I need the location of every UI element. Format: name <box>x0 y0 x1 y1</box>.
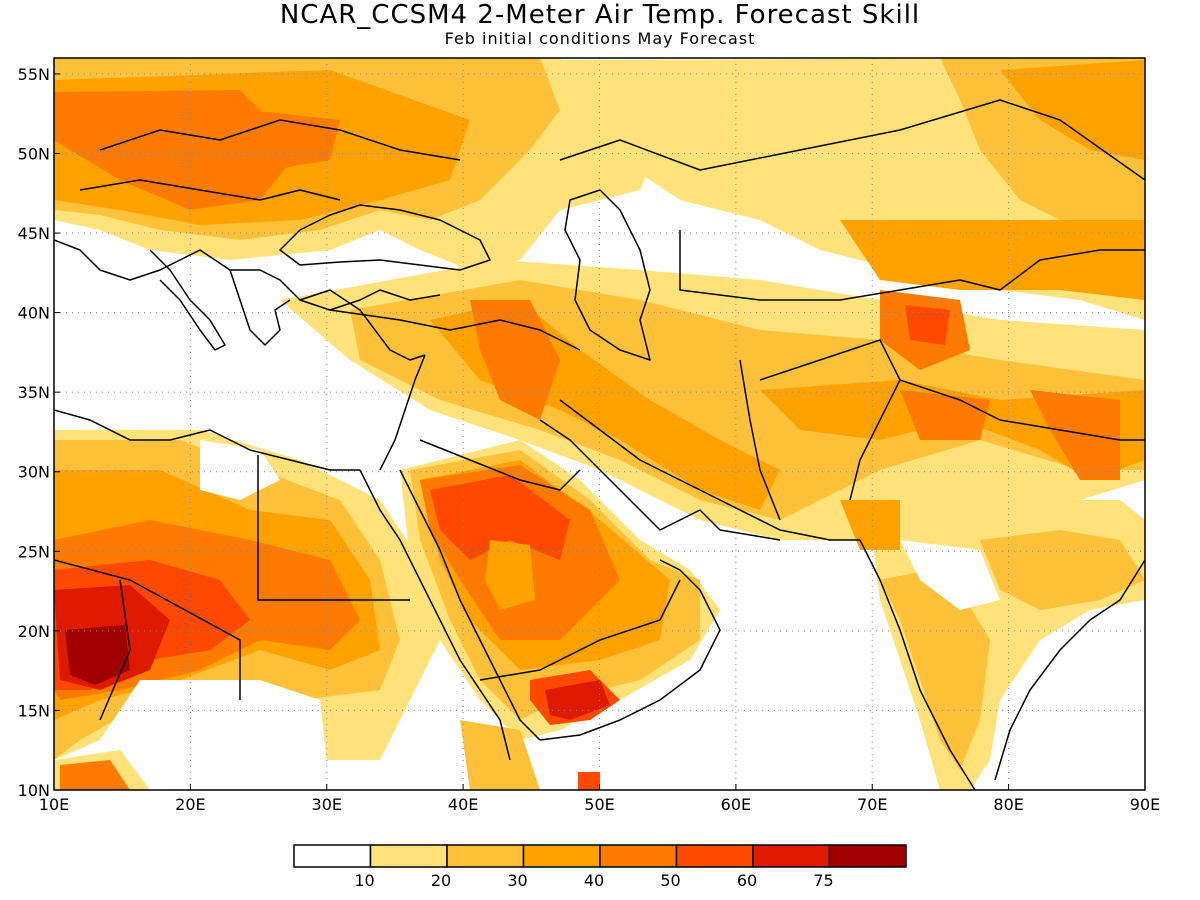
coast-arabia-south <box>539 559 721 741</box>
lon-axis: 10E 20E 30E 40E 50E 60E 70E 80E 90E <box>39 784 1160 814</box>
legend-level-label: 40 <box>584 871 604 890</box>
legend-swatch <box>675 844 754 868</box>
coast-red-sea-east <box>399 469 541 741</box>
skill-region-ethiopia-60 <box>578 772 600 790</box>
skill-region-europe-50 <box>54 90 300 210</box>
border-europe-2 <box>79 179 341 201</box>
border-turkey <box>329 309 581 351</box>
coastlines-borders <box>54 99 1145 790</box>
skill-region-sahara-75b <box>65 625 130 685</box>
legend-swatch <box>369 844 448 868</box>
skill-region-ne-india-50 <box>1030 390 1120 480</box>
coast-persian-gulf <box>539 419 781 541</box>
lat-tick-label: 10N <box>18 781 50 800</box>
skill-region-hkush-50 <box>900 390 990 440</box>
coast-black-sea <box>279 204 491 271</box>
skill-region-india-gap <box>900 540 1000 610</box>
lat-tick-label: 40N <box>18 304 50 323</box>
coast-india-west <box>859 539 976 790</box>
map-gridlines <box>54 58 1145 790</box>
lat-tick-label: 50N <box>18 144 50 163</box>
coast-italy <box>149 249 226 351</box>
legend-level-label: 75 <box>813 871 833 890</box>
lat-tick-label: 30N <box>18 463 50 482</box>
lon-tick-label: 60E <box>721 795 751 814</box>
skill-region-india-30 <box>880 570 990 770</box>
lon-tick-label: 20E <box>175 795 205 814</box>
skill-region-siberia-40 <box>1000 60 1145 160</box>
chart-subtitle: Feb initial conditions May Forecast <box>444 29 756 48</box>
legend-level-label: 30 <box>507 871 527 890</box>
skill-region-arabia-60 <box>430 475 570 560</box>
skill-region-ethiopia <box>460 720 540 790</box>
legend-level-label: 10 <box>354 871 374 890</box>
lat-tick-label: 55N <box>18 65 50 84</box>
skill-region-india-30b <box>980 530 1145 610</box>
lon-tick-label: 40E <box>448 795 478 814</box>
lat-tick-label: 15N <box>18 701 50 720</box>
border-china-india <box>899 379 1145 441</box>
skill-region-arabia-gap <box>485 540 535 610</box>
lat-tick-label: 45N <box>18 224 50 243</box>
border-arabia <box>419 439 581 491</box>
skill-region-centralasia-40 <box>840 220 1145 300</box>
skill-field <box>54 58 1145 790</box>
legend-swatch <box>446 844 525 868</box>
legend-swatch <box>599 844 678 868</box>
border-europe-1 <box>99 119 461 161</box>
coast-europe-south <box>54 239 441 311</box>
lat-tick-label: 35N <box>18 383 50 402</box>
lon-tick-label: 10E <box>39 795 69 814</box>
lon-tick-label: 50E <box>584 795 614 814</box>
lat-tick-label: 20N <box>18 622 50 641</box>
border-africa-2 <box>54 559 241 700</box>
lon-tick-label: 90E <box>1130 795 1160 814</box>
legend-swatch <box>522 844 601 868</box>
coast-greece <box>229 269 291 346</box>
lat-axis: 10N 15N 20N 25N 30N 35N 40N 45N 50N 55N <box>18 65 60 800</box>
coast-iran-south <box>559 399 860 541</box>
coast-levant <box>379 354 426 471</box>
border-russia <box>559 99 1145 181</box>
coast-north-africa <box>54 409 360 471</box>
coast-turkey <box>299 289 426 361</box>
chart-title: NCAR_CCSM4 2-Meter Air Temp. Forecast Sk… <box>279 0 921 30</box>
legend-level-label: 50 <box>660 871 680 890</box>
lat-tick-label: 25N <box>18 542 50 561</box>
border-iran-afghan <box>739 359 781 521</box>
legend-swatch <box>828 844 907 868</box>
coast-caspian <box>564 189 651 361</box>
coast-red-sea-west <box>359 469 511 761</box>
lon-tick-label: 70E <box>857 795 887 814</box>
border-saudi-south <box>479 579 681 681</box>
colorbar-legend: 10 20 30 40 50 60 75 <box>293 844 907 890</box>
border-africa-3 <box>99 579 131 721</box>
border-africa-1 <box>257 455 410 601</box>
legend-level-label: 60 <box>737 871 757 890</box>
skill-region-egypt-gap <box>200 440 280 500</box>
border-kazakh <box>679 230 1145 301</box>
skill-region-sindh-40 <box>840 500 900 550</box>
legend-swatch <box>752 844 831 868</box>
skill-region-yemen-75 <box>545 680 610 720</box>
lon-tick-label: 30E <box>312 795 342 814</box>
coast-india-east <box>994 559 1145 781</box>
skill-region-chad-40 <box>60 760 130 790</box>
skill-region-europe-50b <box>250 110 340 170</box>
legend-swatch <box>293 844 372 868</box>
lon-tick-label: 80E <box>993 795 1023 814</box>
legend-level-label: 20 <box>431 871 451 890</box>
skill-region-tibet-60 <box>905 305 950 345</box>
